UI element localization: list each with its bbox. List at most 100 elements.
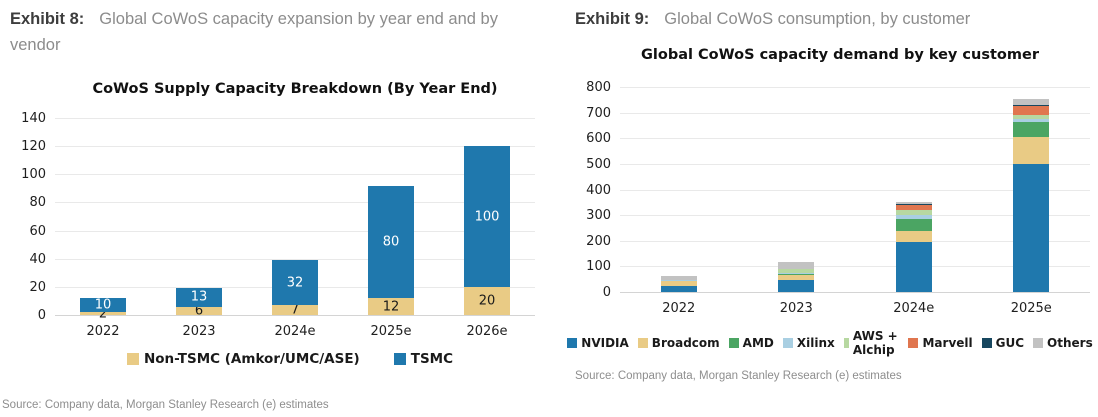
gridline [55, 202, 535, 204]
bar-segment-amd-2023 [778, 273, 815, 275]
exhibit-8-header: Exhibit 8: Global CoWoS capacity expansio… [10, 7, 535, 58]
bar-segment-xilinx-2025e [1013, 119, 1050, 122]
exhibit-9-header: Exhibit 9: Global CoWoS consumption, by c… [575, 7, 1092, 33]
gridline [620, 266, 1090, 268]
legend-item-amd: AMD [728, 336, 774, 350]
bar-slot-2022: 2022 [620, 88, 738, 316]
legend-swatch-broadcom [637, 338, 648, 348]
bar-segment-aws-alchip-2025e [1013, 115, 1050, 120]
bar-2026e: 20 100 [464, 146, 510, 315]
bar-2025e [1013, 98, 1050, 292]
legend-swatch-non-tsmc-amkor-umc-ase [126, 353, 139, 365]
legend-swatch-tsmc [393, 353, 406, 365]
exhibit-9-panel: Exhibit 9: Global CoWoS consumption, by c… [560, 0, 1098, 417]
y-tick-label: 200 [586, 233, 611, 249]
bar-slot-2024e: 7 32 2024e [247, 119, 343, 339]
bar-segment-xilinx-2022 [660, 279, 697, 281]
bar-segment-guc-2025e [1013, 104, 1050, 107]
bar-segment-broadcom-2022 [660, 280, 697, 286]
y-tick-label: 0 [602, 285, 611, 300]
bar-segment-tsmc-2024e: 32 [272, 260, 318, 306]
bar-segment-non-tsmc-amkor-umc-ase-2024e: 7 [272, 304, 318, 317]
bar-value-label: 6 [194, 303, 204, 319]
bar-slot-2025e: 12 80 2025e [343, 119, 439, 339]
bar-segment-broadcom-2023 [778, 274, 815, 281]
legend-item-marvell: Marvell [908, 336, 973, 350]
x-tick-label-2025e: 2025e [370, 324, 412, 339]
x-tick-label-2024e: 2024e [893, 301, 935, 316]
y-tick-label: 600 [586, 131, 611, 147]
legend-item-aws-alchip: AWS + Alchip [843, 329, 900, 357]
bar-2025e: 12 80 [368, 185, 414, 315]
bar-slot-2024e: 2024e [855, 88, 973, 316]
exhibit-8-label: Exhibit 8: [10, 10, 85, 28]
legend-swatch-marvell [908, 338, 919, 348]
bar-segment-guc-2024e [895, 204, 932, 205]
y-tick-label: 40 [29, 251, 46, 267]
legend-label: Xilinx [796, 336, 835, 350]
legend-item-broadcom: Broadcom [637, 336, 720, 350]
bar-segment-amd-2025e [1013, 121, 1050, 137]
y-tick-label: 80 [29, 195, 46, 211]
bar-value-label: 2 [98, 306, 108, 322]
legend-item-guc: GUC [981, 336, 1024, 350]
y-tick-label: 120 [21, 139, 46, 155]
legend-label: TSMC [410, 351, 454, 367]
bar-segment-tsmc-2023: 13 [176, 288, 222, 307]
bar-segment-non-tsmc-amkor-umc-ase-2022: 2 [80, 307, 126, 320]
y-tick-label: 300 [586, 208, 611, 224]
bar-value-label: 13 [190, 289, 208, 305]
exhibit-9-label: Exhibit 9: [575, 10, 650, 28]
bar-slot-2022: 2 10 2022 [55, 119, 151, 339]
y-tick-label: 20 [29, 279, 46, 295]
x-tick-label-2022: 2022 [86, 324, 120, 339]
bar-segment-xilinx-2023 [778, 272, 815, 274]
bar-segment-tsmc-2026e: 100 [464, 146, 510, 287]
bar-value-label: 12 [382, 299, 400, 315]
bar-2024e: 7 32 [272, 260, 318, 317]
legend-swatch-xilinx [782, 338, 793, 348]
gridline [55, 174, 535, 176]
gridline [55, 230, 535, 232]
bar-segment-others-2024e [895, 201, 932, 205]
bar-value-label: 80 [382, 234, 400, 250]
y-tick-label: 700 [586, 105, 611, 121]
bar-segment-non-tsmc-amkor-umc-ase-2026e: 20 [464, 286, 510, 315]
bar-segment-nvidia-2024e [895, 242, 932, 292]
legend-item-others: Others [1033, 336, 1093, 350]
gridline [620, 112, 1090, 114]
bar-segment-marvell-2025e [1013, 106, 1050, 116]
y-tick-label: 0 [37, 308, 46, 323]
legend-label: Marvell [922, 336, 973, 350]
legend-item-non-tsmc-amkor-umc-ase: Non-TSMC (Amkor/UMC/ASE) [126, 351, 360, 367]
legend-label: Others [1047, 336, 1093, 350]
bar-segment-non-tsmc-amkor-umc-ase-2025e: 12 [368, 298, 414, 315]
exhibit-8-title: Global CoWoS capacity expansion by year … [10, 10, 498, 54]
x-tick-label-2025e: 2025e [1010, 301, 1052, 316]
bar-value-label: 20 [478, 293, 496, 309]
gridline [620, 240, 1090, 242]
bar-segment-amd-2024e [895, 218, 932, 231]
bar-2023: 6 13 [176, 288, 222, 319]
legend-item-xilinx: Xilinx [782, 336, 835, 350]
legend-swatch-nvidia [567, 338, 578, 348]
bar-2024e [895, 201, 932, 292]
legend-swatch-others [1033, 338, 1044, 348]
legend-label: Non-TSMC (Amkor/UMC/ASE) [143, 351, 360, 367]
y-tick-label: 800 [586, 80, 611, 95]
bar-slot-2023: 2023 [738, 88, 856, 316]
y-tick-label: 500 [586, 156, 611, 172]
x-tick-label-2024e: 2024e [274, 324, 316, 339]
bar-value-label: 32 [286, 275, 304, 291]
y-tick-label: 140 [21, 111, 46, 126]
gridline [620, 87, 1090, 88]
y-tick-label: 100 [21, 167, 46, 183]
bar-segment-others-2022 [660, 275, 697, 280]
legend-item-tsmc: TSMC [393, 351, 454, 367]
bar-segment-nvidia-2022 [660, 285, 697, 292]
gridline [620, 163, 1090, 165]
x-tick-label-2026e: 2026e [466, 324, 508, 339]
bar-slot-2025e: 2025e [973, 88, 1091, 316]
supply-chart-plot-area: 0 20 40 60 80 100 120 140 2 10 2022 6 13 2023 7 32 2024e… [21, 111, 535, 339]
exhibit-9-title: Global CoWoS consumption, by customer [664, 10, 971, 28]
